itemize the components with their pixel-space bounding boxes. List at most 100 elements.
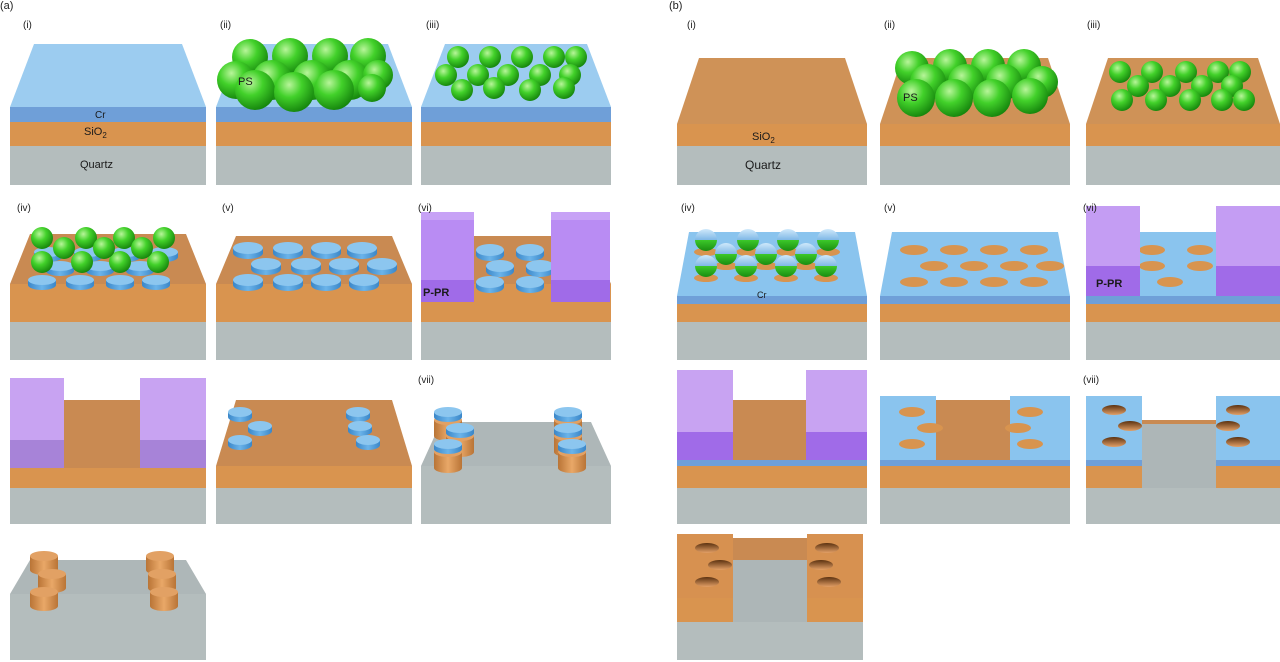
hole-pattern — [1020, 277, 1048, 287]
a-r3c2-disk-top — [228, 435, 252, 445]
a-v-disk — [251, 258, 281, 275]
b-iv-halfsphere — [815, 255, 837, 277]
b-vi-substrate-layer-1 — [1086, 304, 1280, 322]
a-ii-substrate-layer-1 — [216, 122, 412, 146]
b-iii-substrate — [1086, 58, 1280, 185]
a-iv-features — [28, 227, 178, 290]
b-iv-halfsphere — [737, 229, 759, 251]
hole-pattern — [1017, 407, 1043, 417]
b-r4-substrate-layer-1 — [677, 622, 863, 660]
a-r3c2-disk — [348, 421, 372, 436]
hole-pattern — [1187, 261, 1213, 271]
a-vii-pillar-body-bottom — [558, 463, 586, 473]
b-iv-halfsphere — [775, 255, 797, 277]
a-r3c2-disk — [228, 435, 252, 450]
a-vi-photoresist-left-top — [421, 212, 474, 220]
b-vi-resist-right-base — [1216, 266, 1280, 296]
a-r4-pillar-top — [38, 569, 66, 579]
a-iii-substrate-layer-2 — [421, 146, 611, 185]
b-v-substrate-layer-2 — [880, 322, 1070, 360]
a-vi-disk-top — [516, 244, 544, 256]
ps-sphere — [358, 74, 386, 102]
b-step-iv-label: (iv) — [681, 203, 695, 214]
a-v-disk — [273, 242, 303, 259]
a-iv-disk-top — [66, 275, 94, 285]
b-iv-hole — [794, 262, 818, 270]
b-iv-halfspheres — [694, 229, 840, 282]
ps-sphere — [973, 79, 1011, 117]
a-r4-pillar-bottom — [150, 601, 178, 611]
a-v-disk-top — [251, 258, 281, 270]
ps-sphere — [435, 64, 457, 86]
a-v-disk-top — [329, 258, 359, 270]
a-v-disk — [233, 242, 263, 259]
ps-sphere — [451, 79, 473, 101]
ps-sphere — [1211, 89, 1233, 111]
a-step-iii-label: (iii) — [426, 20, 439, 31]
nanohole — [1102, 437, 1126, 447]
ps-sphere — [235, 70, 275, 110]
a-v-disk-top — [291, 258, 321, 270]
ps-sphere — [1127, 75, 1149, 97]
b-iv-substrate-layer-0 — [677, 296, 867, 304]
b-v-substrate-layer-1 — [880, 304, 1070, 322]
nanohole — [695, 543, 719, 553]
ps-sphere — [113, 227, 135, 249]
a-v-disk — [273, 274, 303, 291]
ps-sphere — [897, 79, 935, 117]
a-r3c2-disk-top — [228, 407, 252, 417]
a-iv-disk-top — [106, 275, 134, 285]
b-i-substrate-layer-0 — [677, 124, 867, 146]
a-iii-spheres — [435, 46, 587, 101]
a-quartz-label: Quartz — [80, 159, 113, 171]
a-v-disk — [311, 274, 341, 291]
b-iv-halfsphere — [795, 243, 817, 265]
a-vi-disk-top — [476, 276, 504, 288]
a-ii-substrate-layer-0 — [216, 107, 412, 122]
hole-pattern — [1036, 261, 1064, 271]
b-iv-hole — [776, 248, 800, 256]
ps-sphere — [1111, 89, 1133, 111]
a-vii-pillar — [558, 439, 586, 473]
b-i-substrate-top-face — [677, 58, 867, 124]
a-v-disk — [347, 242, 377, 259]
a-r4-pillar — [150, 587, 178, 611]
a-vi-features — [421, 212, 610, 302]
b-vi-substrate-layer-2 — [1086, 322, 1280, 360]
b-sio2-subscript: 2 — [770, 136, 775, 145]
a-vi-substrate-layer-1 — [421, 322, 611, 360]
a-v-substrate-layer-1 — [216, 322, 412, 360]
a-iv-disk-top — [126, 261, 154, 271]
ps-sphere — [31, 251, 53, 273]
a-r3c2-disk — [248, 421, 272, 436]
a-v-disk — [349, 274, 379, 291]
b-step-vii-label: (vii) — [1083, 375, 1099, 386]
nanohole — [695, 577, 719, 587]
b-vii-features — [1086, 396, 1280, 488]
a-r3c2-disk-top — [348, 421, 372, 431]
a-r4-substrate-layer-1 — [10, 622, 206, 660]
ps-sphere — [479, 46, 501, 68]
ps-sphere — [483, 77, 505, 99]
a-vi-disk-top — [476, 244, 504, 256]
ps-sphere — [131, 237, 153, 259]
a-r4-pillar-top — [30, 587, 58, 597]
b-r4-features — [677, 534, 863, 622]
a-vi-disk-top — [526, 260, 554, 272]
hole-pattern — [920, 261, 948, 271]
b-r3c1-substrate-layer-1 — [677, 466, 867, 488]
hole-pattern — [899, 439, 925, 449]
a-vi-photoresist-right-base — [551, 280, 610, 302]
a-vii-pillar-body-bottom — [434, 463, 462, 473]
a-vii-pillars — [434, 407, 586, 473]
b-iv-hole — [774, 274, 798, 282]
a-r4-pillars — [30, 551, 178, 611]
b-ii-spheres — [895, 49, 1058, 117]
a-sio2-subscript: 2 — [102, 131, 107, 140]
ps-sphere — [71, 251, 93, 273]
a-v-disk-top — [349, 274, 379, 286]
ps-sphere — [467, 64, 489, 86]
a-r3c2-disk — [356, 435, 380, 450]
b-quartz-label: Quartz — [745, 158, 781, 172]
a-r4-pillar-top — [30, 551, 58, 561]
